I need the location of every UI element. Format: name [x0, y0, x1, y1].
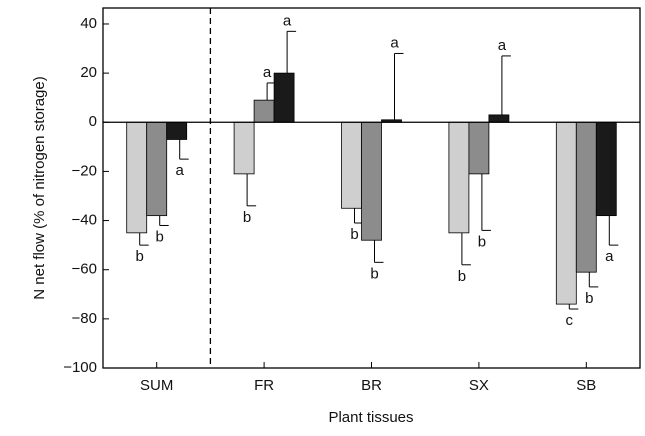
y-tick-label: 40 [80, 15, 97, 32]
error-bar [139, 232, 149, 246]
y-tick-label: −100 [63, 359, 97, 376]
error-bar [501, 55, 511, 115]
error-bar [394, 52, 404, 120]
bar [448, 121, 470, 234]
y-axis-title: N net flow (% of nitrogen storage) [31, 76, 48, 299]
error-bar [286, 30, 297, 74]
error-bar [461, 232, 471, 266]
error-bar [481, 173, 491, 231]
letter-label: b [478, 233, 486, 250]
letter-label: a [283, 12, 292, 29]
letter-label: b [136, 248, 144, 265]
y-tick-label: −60 [72, 261, 97, 278]
error-bar [374, 240, 384, 263]
y-tick-label: −40 [72, 212, 97, 229]
bar [468, 121, 490, 175]
error-bar [568, 304, 579, 310]
letter-label: b [350, 226, 358, 243]
bar [575, 121, 597, 273]
bar [595, 121, 617, 217]
x-tick-label: SB [576, 377, 596, 394]
bar [555, 121, 577, 305]
letter-label: b [585, 290, 593, 307]
letter-label: b [156, 228, 164, 245]
letter-label: a [498, 37, 507, 54]
error-bar [246, 173, 257, 207]
x-tick-label: SX [469, 377, 489, 394]
y-tick-label: −80 [72, 310, 97, 327]
y-tick-label: 0 [89, 113, 97, 130]
bar [126, 121, 148, 234]
letter-label: a [176, 162, 185, 179]
letter-label: a [605, 248, 614, 265]
bar [341, 121, 362, 209]
x-tick-label: SUM [140, 377, 173, 394]
letter-label: a [390, 34, 399, 51]
bar [146, 121, 168, 217]
error-bar [608, 215, 619, 246]
error-bar [179, 139, 189, 160]
y-tick-label: −20 [72, 162, 97, 179]
x-tick-label: BR [361, 377, 382, 394]
bar [166, 121, 188, 140]
letter-label: a [263, 64, 272, 81]
error-bar [588, 272, 599, 288]
letter-label: c [566, 312, 574, 329]
bar [361, 121, 382, 241]
letter-label: b [458, 268, 466, 285]
error-bar [159, 215, 169, 226]
x-tick-label: FR [254, 377, 274, 394]
y-tick-label: 20 [80, 64, 97, 81]
plot-frame [102, 7, 641, 369]
bar [488, 114, 510, 123]
bar [273, 72, 295, 123]
bar [253, 99, 275, 123]
x-axis-title: Plant tissues [328, 409, 413, 426]
letter-label: b [370, 265, 378, 282]
bar [233, 121, 255, 175]
letter-label: b [243, 209, 251, 226]
